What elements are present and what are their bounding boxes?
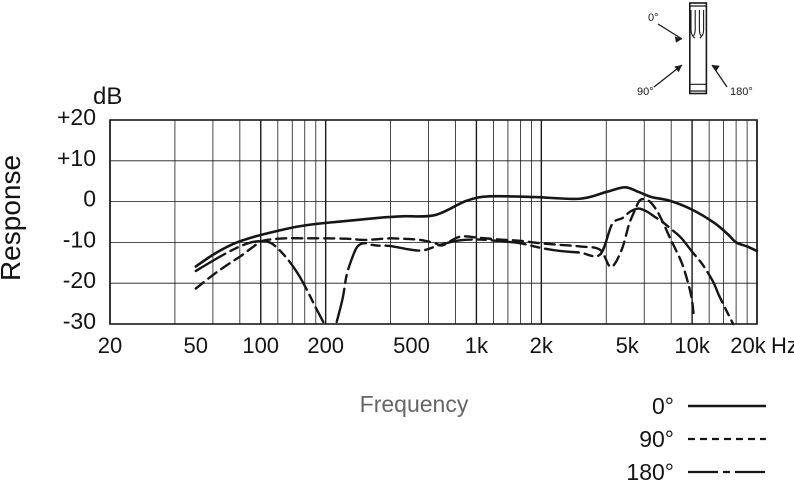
svg-text:dB: dB	[93, 83, 122, 110]
svg-text:100: 100	[242, 333, 279, 358]
svg-text:180°: 180°	[730, 86, 753, 98]
svg-text:-10: -10	[63, 226, 96, 252]
svg-text:Frequency: Frequency	[360, 391, 469, 417]
svg-text:+10: +10	[57, 145, 96, 171]
svg-text:50: 50	[184, 333, 208, 358]
svg-text:2k: 2k	[530, 333, 554, 358]
svg-text:0: 0	[83, 186, 96, 212]
svg-text:90°: 90°	[637, 86, 654, 98]
svg-text:20k: 20k	[730, 333, 766, 358]
svg-text:0°: 0°	[648, 12, 659, 24]
svg-text:1k: 1k	[465, 333, 489, 358]
svg-text:180°: 180°	[626, 459, 674, 485]
svg-text:Response: Response	[0, 155, 26, 281]
svg-text:90°: 90°	[639, 426, 674, 452]
svg-text:+20: +20	[57, 104, 96, 130]
svg-text:500: 500	[393, 333, 430, 358]
svg-text:0°: 0°	[652, 393, 674, 419]
svg-text:200: 200	[307, 333, 344, 358]
svg-text:5k: 5k	[616, 333, 640, 358]
svg-text:10k: 10k	[674, 333, 710, 358]
svg-text:Hz: Hz	[771, 333, 794, 358]
svg-text:-30: -30	[63, 308, 96, 334]
svg-text:20: 20	[98, 333, 122, 358]
svg-text:-20: -20	[63, 267, 96, 293]
